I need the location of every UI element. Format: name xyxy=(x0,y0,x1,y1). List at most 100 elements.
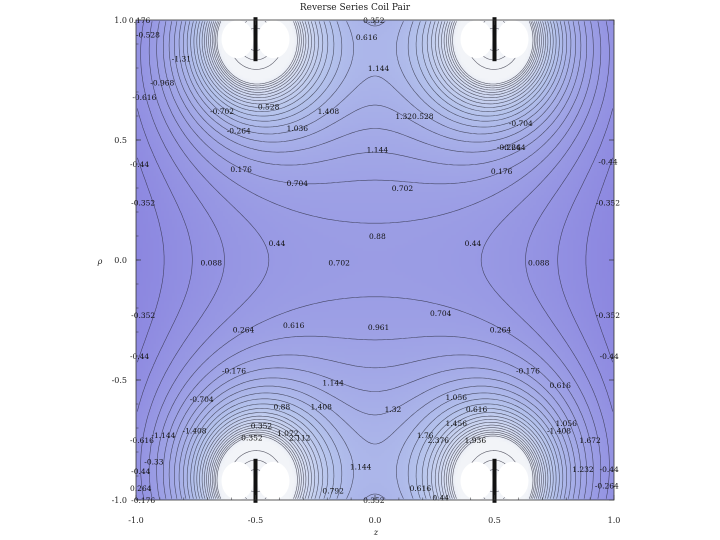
contour-label: 0.616 xyxy=(549,381,571,390)
contour-label: -0.352 xyxy=(131,198,155,207)
singularity-void-left-3 xyxy=(460,461,493,500)
contour-label: -0.528 xyxy=(136,30,160,39)
contour-line-0 xyxy=(137,157,613,363)
contour-label: -0.352 xyxy=(131,311,155,320)
contour-line-23 xyxy=(216,21,534,499)
contour-line-5 xyxy=(163,21,587,499)
y-tick-label: 0.0 xyxy=(114,256,127,265)
contour-line-10 xyxy=(186,21,564,499)
contour-label: -1.408 xyxy=(183,426,207,435)
contour-line-15 xyxy=(201,21,549,499)
contour-label: -0.616 xyxy=(132,93,156,102)
contour-label: 0.352 xyxy=(363,16,385,25)
contour-label: 2.376 xyxy=(428,436,450,445)
plot-area: 0.352 0.616 1.144 1.408 1.32 1.036 1.144 0.528 0… xyxy=(129,16,620,505)
x-tick-label: 0.5 xyxy=(488,516,501,525)
singularity-void-right-2 xyxy=(257,461,290,500)
singularity-void-left-1 xyxy=(460,20,493,59)
contour-label: 0.702 xyxy=(392,184,414,193)
coil-marker-0 xyxy=(253,17,258,62)
contour-label: -0.352 xyxy=(596,198,620,207)
contour-label: 0.616 xyxy=(356,33,378,42)
contour-label: 0.176 xyxy=(129,16,151,25)
contour-label: 0.264 xyxy=(233,326,255,335)
contour-label: 0.704 xyxy=(287,179,309,188)
contour-label: 1.144 xyxy=(368,64,390,73)
contour-label: 0.44 xyxy=(269,239,286,248)
contour-line-1 xyxy=(137,108,613,412)
contour-label: -0.33 xyxy=(144,458,163,467)
contour-label: 0.352 xyxy=(241,434,263,443)
contour-label: 0.44 xyxy=(432,494,449,503)
contour-line-3 xyxy=(148,21,602,499)
contour-label: 1.408 xyxy=(310,402,332,411)
contour-label: 2.112 xyxy=(289,434,311,443)
chart-title: Reverse Series Coil Pair xyxy=(300,3,411,13)
singularity-void-right-3 xyxy=(496,461,529,500)
x-tick-label: -0.5 xyxy=(248,516,263,525)
y-tick-label: -0.5 xyxy=(112,376,127,385)
contour-label: 0.616 xyxy=(466,405,488,414)
contour-label: 0.792 xyxy=(322,486,344,495)
contour-label: -0.264 xyxy=(227,126,251,135)
x-tick-label: -1.0 xyxy=(128,516,143,525)
contour-label: 0.88 xyxy=(273,402,290,411)
contour-label: 0.616 xyxy=(410,484,432,493)
field-fill xyxy=(136,20,614,500)
contour-line-18 xyxy=(208,21,542,499)
contour-line-9 xyxy=(183,21,567,499)
coil-marker-2 xyxy=(253,458,258,503)
contour-label: -0.702 xyxy=(210,107,234,116)
contour-line-2 xyxy=(140,21,610,499)
contour-label: 0.352 xyxy=(363,496,385,505)
contour-label: 1.036 xyxy=(287,124,309,133)
x-axis-label: z xyxy=(373,528,379,537)
contour-label: -0.176 xyxy=(131,496,155,505)
contour-label: 0.528 xyxy=(412,112,434,121)
contour-label: 0.961 xyxy=(368,323,389,332)
contour-line-11 xyxy=(190,21,560,499)
singularity-void-left-2 xyxy=(221,461,254,500)
y-tick-label: 0.5 xyxy=(114,136,127,145)
contour-label: 0.264 xyxy=(130,484,152,493)
contour-line-17 xyxy=(206,21,544,499)
contour-label: -0.44 xyxy=(600,352,619,361)
contour-label: 0.088 xyxy=(528,258,550,267)
contour-label: -0.264 xyxy=(502,143,526,152)
contour-label: 1.232 xyxy=(572,465,594,474)
contour-label: 1.144 xyxy=(322,378,344,387)
contour-label: -0.44 xyxy=(130,160,149,169)
contour-label: -0.44 xyxy=(598,158,617,167)
y-tick-label: 1.0 xyxy=(114,16,127,25)
x-tick-label: 1.0 xyxy=(608,516,621,525)
contour-line-22 xyxy=(215,21,535,499)
contour-line-7 xyxy=(174,21,576,499)
contour-line-8 xyxy=(178,21,572,499)
contour-label: -1.408 xyxy=(547,426,571,435)
contour-label: 1.144 xyxy=(367,146,389,155)
contour-line-19 xyxy=(210,21,540,499)
contour-label: -0.44 xyxy=(600,465,619,474)
contour-label: 0.088 xyxy=(201,258,223,267)
contour-label: 0.702 xyxy=(328,258,350,267)
contour-label: 0.176 xyxy=(491,167,513,176)
contour-label: -0.44 xyxy=(131,467,150,476)
contour-label: -0.264 xyxy=(595,482,619,491)
contour-label: 1.32 xyxy=(395,112,412,121)
singularity-void-right-0 xyxy=(257,20,290,59)
contour-label: 1.672 xyxy=(579,436,601,445)
contour-label: 1.936 xyxy=(465,436,487,445)
contour-label: 1.456 xyxy=(446,419,468,428)
contour-label: 1.056 xyxy=(446,393,468,402)
coil-marker-1 xyxy=(492,17,497,62)
contour-line-20 xyxy=(211,21,539,499)
contour-label: 1.072 xyxy=(277,429,299,438)
contour-line-4 xyxy=(156,21,594,499)
contour-line-16 xyxy=(204,21,546,499)
contour-label: -1.144 xyxy=(151,431,175,440)
contour-label: -1.31 xyxy=(172,54,191,63)
contour-label: 0.704 xyxy=(430,309,452,318)
contour-line-21 xyxy=(213,21,537,499)
contour-label: 1.408 xyxy=(318,107,340,116)
